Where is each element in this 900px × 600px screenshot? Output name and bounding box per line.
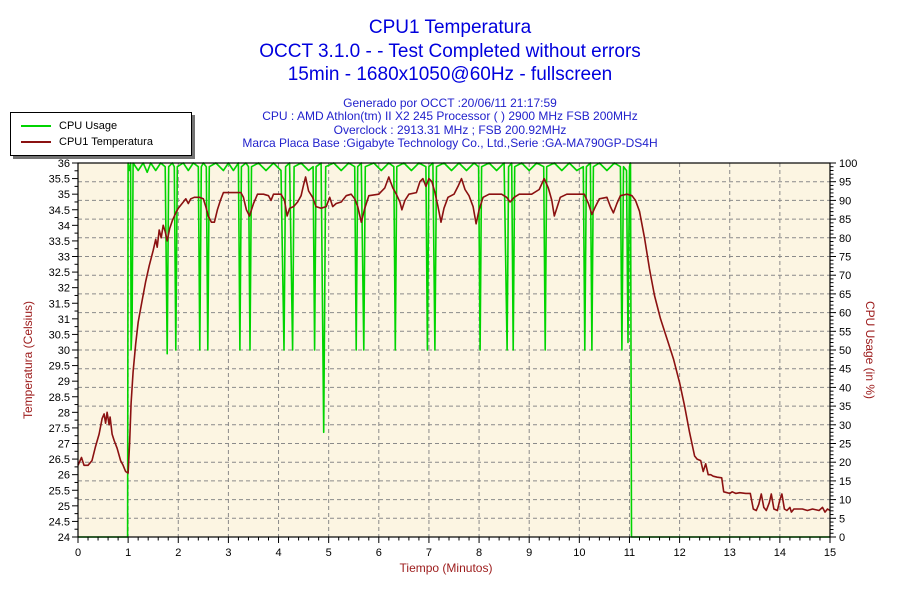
x-tick-label: 11 [624,547,635,559]
y-left-tick-label: 30 [58,345,70,357]
y-right-tick-label: 75 [839,252,851,264]
x-tick-label: 13 [724,547,736,559]
legend-label: CPU Usage [59,120,118,132]
x-tick-label: 14 [774,547,786,559]
y-left-tick-label: 31 [58,314,70,326]
x-tick-label: 2 [175,547,181,559]
generated-by-line: Generado por OCCT :20/06/11 21:17:59 [343,96,557,110]
y-left-tick-label: 33.5 [49,236,70,248]
legend-item: CPU1 Temperatura [17,134,185,150]
y-right-axis-title: CPU Usage (in %) [863,301,877,399]
y-left-tick-label: 27 [58,439,70,451]
y-left-tick-label: 29 [58,376,70,388]
y-left-tick-label: 32 [58,283,70,295]
page-title: CPU1 Temperatura [368,17,532,38]
cpu1-temperatura-line-swatch [21,141,51,143]
y-right-tick-label: 15 [839,476,851,488]
y-left-tick-label: 35 [58,189,70,201]
x-tick-label: 15 [824,547,836,559]
y-left-tick-label: 27.5 [49,423,70,435]
y-right-tick-label: 20 [839,457,851,469]
y-right-tick-label: 90 [839,195,851,207]
y-right-tick-label: 50 [839,345,851,357]
cpu-info-line: CPU : AMD Athlon(tm) II X2 245 Processor… [262,109,638,124]
x-tick-label: 12 [673,547,685,559]
chart-legend: CPU Usage CPU1 Temperatura [10,112,192,156]
y-left-tick-label: 32.5 [49,267,70,279]
x-tick-label: 0 [75,547,81,559]
y-left-tick-label: 30.5 [49,329,70,341]
x-tick-label: 1 [125,547,131,559]
test-config-subtitle: 15min - 1680x1050@60Hz - fullscreen [287,64,613,85]
x-tick-label: 9 [526,547,532,559]
legend-label: CPU1 Temperatura [59,136,153,148]
x-tick-label: 3 [225,547,231,559]
y-right-tick-label: 55 [839,326,851,338]
test-result-subtitle: OCCT 3.1.0 - - Test Completed without er… [259,40,641,62]
y-left-tick-label: 34 [58,220,70,232]
x-tick-label: 4 [275,547,281,559]
y-left-tick-label: 24.5 [49,516,70,528]
y-right-tick-label: 60 [839,308,851,320]
y-left-tick-label: 26 [58,470,70,482]
x-tick-label: 5 [326,547,332,559]
chart-header: CPU1 Temperatura OCCT 3.1.0 - - Test Com… [0,16,900,87]
system-info-block: Generado por OCCT :20/06/11 21:17:59 CPU… [0,96,900,151]
y-right-tick-label: 0 [839,532,845,544]
y-right-tick-label: 65 [839,289,851,301]
y-left-tick-label: 25.5 [49,485,70,497]
y-right-tick-label: 40 [839,382,851,394]
y-right-tick-label: 35 [839,401,851,413]
series-cpu-usage [78,162,830,538]
y-left-tick-label: 31.5 [49,298,70,310]
overclock-info-line: Overclock : 2913.31 MHz ; FSB 200.92MHz [333,122,567,137]
x-axis-title: Tiempo (Minutos) [400,561,493,575]
x-tick-label: 7 [426,547,432,559]
y-left-axis-title: Temperatura (Celsius) [21,301,35,419]
y-right-tick-label: 10 [839,495,851,507]
y-right-tick-label: 80 [839,233,851,245]
series-cpu1-temperatura [77,176,831,513]
y-left-tick-label: 28 [58,407,70,419]
y-right-tick-label: 85 [839,214,851,226]
y-right-tick-label: 95 [839,177,851,189]
y-left-tick-label: 35.5 [49,174,70,186]
y-right-tick-label: 70 [839,270,851,282]
y-right-tick-label: 5 [839,513,845,525]
y-left-tick-label: 25 [58,501,70,513]
y-right-tick-label: 25 [839,439,851,451]
motherboard-info-line: Marca Placa Base :Gigabyte Technology Co… [242,136,658,151]
x-tick-label: 10 [573,547,585,559]
y-left-tick-label: 24 [58,532,70,544]
y-left-tick-label: 36 [58,158,70,170]
cpu-usage-line-swatch [21,125,51,127]
x-tick-label: 6 [376,547,382,559]
y-right-tick-label: 100 [839,158,857,170]
y-right-tick-label: 30 [839,420,851,432]
x-tick-label: 8 [476,547,482,559]
y-right-tick-label: 45 [839,364,851,376]
legend-item: CPU Usage [17,118,185,134]
y-left-tick-label: 26.5 [49,454,70,466]
y-left-tick-label: 29.5 [49,361,70,373]
y-left-tick-label: 34.5 [49,205,70,217]
y-left-tick-label: 28.5 [49,392,70,404]
y-left-tick-label: 33 [58,252,70,264]
